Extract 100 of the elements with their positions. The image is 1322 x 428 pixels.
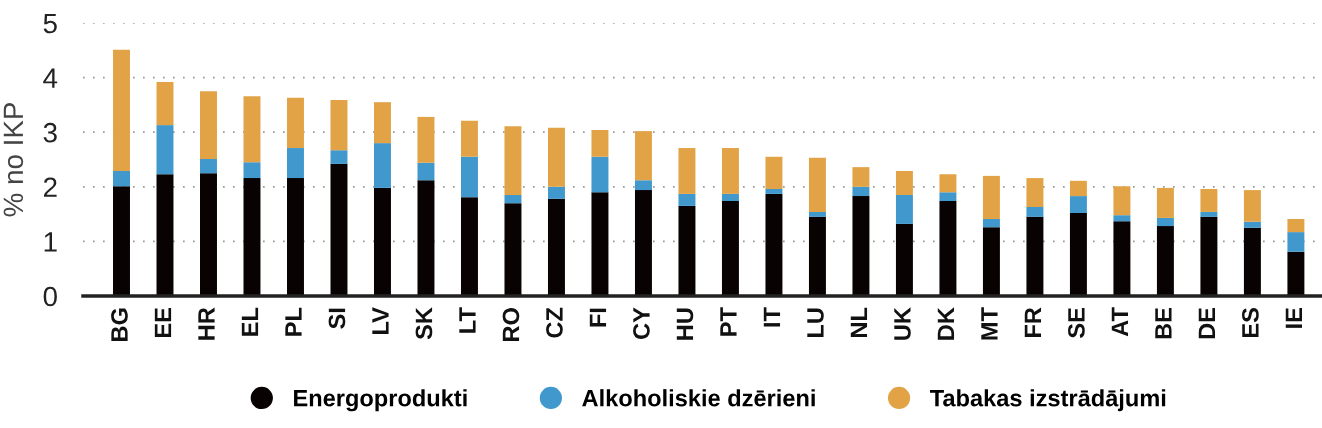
bar [939, 174, 957, 193]
bar [1156, 226, 1174, 296]
bar [982, 175, 1000, 220]
bar [504, 126, 522, 195]
bar [156, 81, 174, 126]
bar [547, 198, 565, 296]
bar [156, 174, 174, 296]
bar [373, 102, 391, 144]
x-tick-label: BG [111, 308, 128, 341]
bar [634, 180, 652, 191]
y-tick-label: 3 [43, 122, 57, 143]
legend-label: Alkoholiskie dzērieni [582, 389, 815, 407]
y-tick-label: 2 [43, 177, 57, 197]
bar [547, 127, 565, 187]
x-tick-label: SK [415, 307, 433, 340]
bar [243, 178, 261, 296]
bar [1200, 188, 1218, 212]
legend-label: Energoprodukti [294, 389, 467, 412]
bar [243, 96, 261, 163]
bar [808, 157, 826, 212]
bar [591, 130, 609, 157]
y-axis-title: % no IKP [3, 103, 24, 217]
bar [1243, 190, 1261, 222]
bar [113, 186, 130, 296]
x-tick-label: PL [285, 307, 302, 336]
x-tick-label: ES [1242, 308, 1259, 338]
bar [1026, 207, 1044, 217]
x-tick-label: IE [1285, 308, 1303, 328]
bar [634, 131, 652, 181]
bar [373, 143, 391, 188]
bar [243, 162, 261, 179]
bar [1026, 216, 1044, 296]
x-tick-label: RO [502, 308, 520, 341]
bar [678, 193, 696, 206]
x-tick-label: MT [981, 307, 998, 340]
x-tick-label: DK [937, 307, 955, 340]
bar [1069, 196, 1087, 214]
x-tick-label: AT [1111, 307, 1129, 337]
x-tick-label: EL [241, 307, 259, 336]
bar [460, 197, 478, 296]
bar [1069, 213, 1087, 296]
x-tick-label: UK [894, 307, 911, 340]
bar [504, 203, 522, 296]
x-tick-label: NL [850, 307, 868, 338]
bar [417, 180, 435, 296]
bar [721, 201, 739, 296]
bar [1200, 211, 1218, 217]
bar [373, 187, 391, 296]
bar [721, 148, 739, 194]
x-tick-label: SE [1068, 308, 1085, 338]
x-tick-label: SI [328, 308, 346, 329]
bar [895, 223, 913, 296]
bar [678, 205, 696, 296]
bar [287, 97, 304, 149]
bar [1113, 215, 1131, 222]
bar [1287, 219, 1305, 233]
bar [1200, 216, 1218, 296]
bar [895, 170, 913, 195]
bar [330, 150, 348, 164]
bar [1243, 221, 1261, 228]
bar [852, 186, 870, 197]
bar [330, 99, 348, 151]
x-tick-label: IT [763, 307, 781, 327]
bar [330, 163, 348, 296]
y-tick-label: 1 [44, 232, 57, 252]
bar [417, 116, 435, 163]
legend-label: Tabakas izstrādājumi [930, 389, 1166, 412]
bar [1287, 251, 1305, 296]
bar [808, 211, 826, 217]
x-tick-label: HR [198, 307, 215, 340]
bar [417, 162, 435, 181]
bar [200, 158, 217, 174]
bar [1156, 187, 1174, 218]
bar [1113, 221, 1131, 296]
bar [200, 173, 217, 296]
bar [765, 193, 783, 296]
bar [1243, 227, 1261, 296]
bar [200, 91, 217, 159]
bar [982, 219, 1000, 228]
x-tick-label: EE [154, 308, 172, 338]
bar [591, 192, 609, 296]
x-tick-label: LU [807, 308, 824, 338]
bar [1113, 186, 1131, 216]
bar [460, 156, 478, 198]
x-tick-label: CZ [546, 307, 563, 338]
bar [982, 227, 1000, 296]
bar [939, 201, 957, 296]
x-tick-label: FI [589, 308, 607, 327]
x-tick-label: FR [1024, 307, 1042, 338]
bar [765, 188, 783, 194]
bar [852, 196, 870, 296]
bar [591, 156, 609, 193]
bar [634, 190, 652, 296]
bar [939, 192, 957, 201]
bar [721, 193, 739, 201]
y-tick-label: 0 [43, 286, 57, 307]
bar [1156, 217, 1174, 227]
bar [287, 178, 304, 296]
bar [1026, 178, 1044, 207]
bar [765, 156, 783, 189]
